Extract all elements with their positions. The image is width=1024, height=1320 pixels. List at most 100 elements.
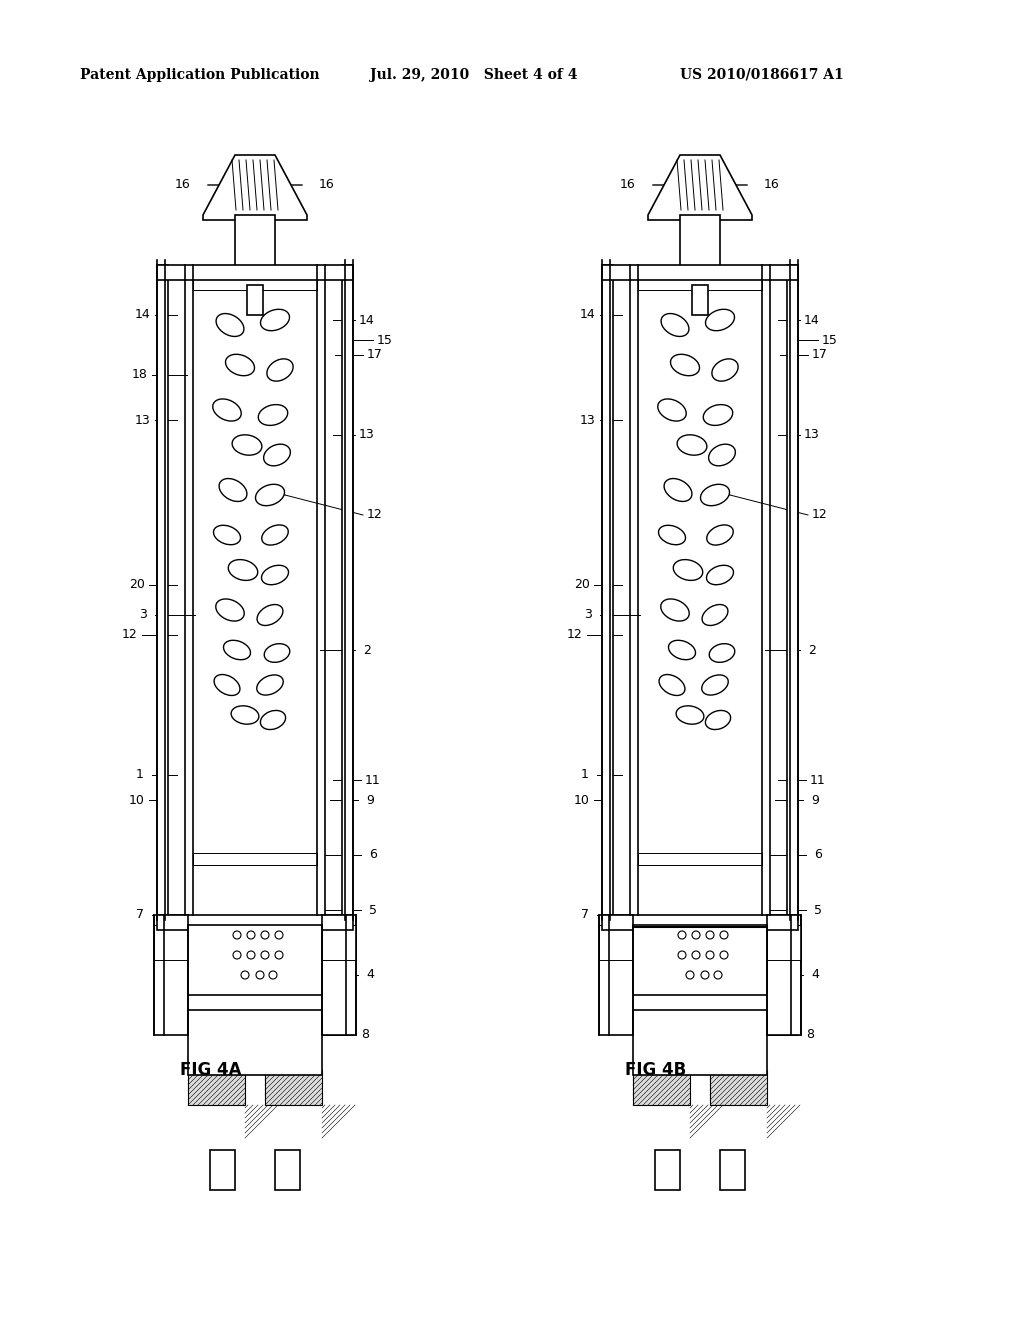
Ellipse shape (256, 484, 285, 506)
Text: 15: 15 (377, 334, 393, 346)
Text: 14: 14 (359, 314, 375, 326)
Bar (322, 925, 356, 960)
Text: 5: 5 (814, 903, 822, 916)
Ellipse shape (264, 644, 290, 663)
Text: 10: 10 (574, 793, 590, 807)
Bar (655, 1150, 680, 1191)
Bar (247, 285, 263, 315)
Circle shape (247, 950, 255, 960)
Ellipse shape (660, 599, 689, 622)
Ellipse shape (263, 444, 291, 466)
Circle shape (233, 931, 241, 939)
Ellipse shape (701, 675, 728, 696)
Ellipse shape (260, 710, 286, 730)
Text: 12: 12 (368, 508, 383, 521)
Bar (720, 1150, 745, 1191)
Bar (767, 915, 801, 1035)
Text: 3: 3 (584, 609, 592, 622)
Ellipse shape (267, 359, 293, 381)
Text: 16: 16 (621, 178, 636, 191)
Ellipse shape (228, 560, 258, 581)
Bar (602, 265, 798, 280)
Text: FIG 4B: FIG 4B (625, 1061, 686, 1078)
Circle shape (692, 950, 700, 960)
Text: 18: 18 (132, 368, 147, 381)
Circle shape (692, 931, 700, 939)
Ellipse shape (706, 309, 734, 331)
Bar (193, 279, 317, 290)
Text: 10: 10 (129, 793, 145, 807)
Bar (638, 279, 762, 290)
Bar (322, 915, 356, 1035)
Ellipse shape (261, 565, 289, 585)
Text: 16: 16 (175, 178, 190, 191)
Text: 13: 13 (135, 413, 151, 426)
Ellipse shape (674, 560, 702, 581)
Text: 2: 2 (808, 644, 816, 656)
Ellipse shape (662, 314, 689, 337)
Bar (210, 1150, 234, 1191)
Text: 13: 13 (804, 429, 820, 441)
Bar (602, 265, 613, 915)
Text: 20: 20 (574, 578, 590, 591)
Bar (157, 265, 168, 915)
Text: 13: 13 (359, 429, 375, 441)
Text: 11: 11 (366, 774, 381, 787)
Ellipse shape (706, 710, 730, 730)
Ellipse shape (225, 354, 255, 376)
Text: 15: 15 (822, 334, 838, 346)
Bar (157, 915, 353, 931)
Bar (154, 915, 188, 1035)
Text: 17: 17 (812, 348, 828, 362)
Ellipse shape (702, 605, 728, 626)
Ellipse shape (712, 359, 738, 381)
Text: 1: 1 (136, 768, 144, 781)
Ellipse shape (709, 444, 735, 466)
Text: 3: 3 (139, 609, 146, 622)
Ellipse shape (703, 405, 733, 425)
Bar (602, 915, 798, 931)
Ellipse shape (223, 640, 251, 660)
Ellipse shape (659, 675, 685, 696)
Ellipse shape (707, 565, 733, 585)
Bar (638, 853, 762, 865)
Ellipse shape (669, 640, 695, 660)
Bar (275, 1150, 300, 1191)
Bar (342, 265, 353, 915)
Text: 8: 8 (806, 1028, 814, 1041)
Text: 16: 16 (319, 178, 335, 191)
Text: 12: 12 (812, 508, 827, 521)
Ellipse shape (258, 405, 288, 425)
Circle shape (686, 972, 694, 979)
Bar (265, 1071, 322, 1105)
Text: 6: 6 (814, 849, 822, 862)
Ellipse shape (677, 434, 707, 455)
Text: 1: 1 (581, 768, 589, 781)
Ellipse shape (700, 484, 729, 506)
Text: 5: 5 (369, 903, 377, 916)
Ellipse shape (671, 354, 699, 376)
Text: 17: 17 (367, 348, 383, 362)
Text: 12: 12 (567, 628, 583, 642)
Text: 8: 8 (361, 1028, 369, 1041)
Text: US 2010/0186617 A1: US 2010/0186617 A1 (680, 69, 844, 82)
Circle shape (678, 950, 686, 960)
Bar (767, 925, 801, 960)
Ellipse shape (213, 399, 242, 421)
Text: 2: 2 (364, 644, 371, 656)
Bar (633, 1010, 767, 1074)
Circle shape (233, 950, 241, 960)
Text: FIG 4A: FIG 4A (180, 1061, 242, 1078)
Ellipse shape (676, 706, 703, 725)
Ellipse shape (262, 525, 288, 545)
Text: 13: 13 (581, 413, 596, 426)
Text: 4: 4 (366, 969, 374, 982)
Bar (188, 1071, 245, 1105)
Bar (193, 853, 317, 865)
Text: Jul. 29, 2010   Sheet 4 of 4: Jul. 29, 2010 Sheet 4 of 4 (370, 69, 578, 82)
Text: 9: 9 (366, 793, 374, 807)
Circle shape (720, 931, 728, 939)
Text: 14: 14 (804, 314, 820, 326)
Ellipse shape (658, 525, 685, 545)
Polygon shape (203, 154, 307, 220)
